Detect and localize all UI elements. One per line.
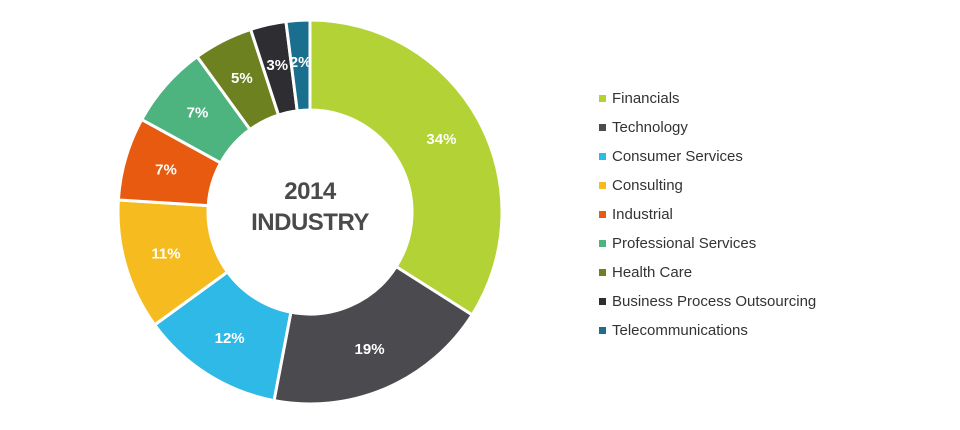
legend-swatch [599, 211, 606, 218]
legend-item-telecommunications: Telecommunications [599, 316, 816, 345]
slice-telecommunications [284, 18, 312, 113]
chart-legend: Financials Technology Consumer Services Con… [599, 84, 816, 345]
chart-center-title: 2014 INDUSTRY [210, 176, 410, 238]
slice-label-health-care: 5% [231, 70, 253, 87]
legend-item-financials: Financials [599, 84, 816, 113]
legend-label: Technology [612, 119, 688, 136]
slice-label-consulting: 11% [151, 245, 180, 262]
slice-label-telecommunications: 2% [290, 54, 312, 71]
legend-swatch [599, 95, 606, 102]
legend-item-industrial: Industrial [599, 200, 816, 229]
slice-label-business-process-outsourcing: 3% [266, 57, 288, 74]
chart-subtitle: INDUSTRY [251, 209, 369, 236]
legend-label: Financials [612, 90, 680, 107]
legend-label: Consumer Services [612, 148, 743, 165]
legend-item-consumer-services: Consumer Services [599, 142, 816, 171]
legend-label: Industrial [612, 206, 673, 223]
slice-label-technology: 19% [355, 341, 385, 358]
slice-technology [272, 264, 475, 406]
legend-swatch [599, 182, 606, 189]
legend-swatch [599, 153, 606, 160]
chart-title: 2014 [284, 178, 336, 205]
legend-swatch [599, 124, 606, 131]
donut-chart-svg: 34% 19% 12% 11% 7% 7% 5% 3% 2% [116, 18, 504, 406]
legend-item-professional-services: Professional Services [599, 229, 816, 258]
slice-label-industrial: 7% [155, 162, 177, 179]
legend-item-technology: Technology [599, 113, 816, 142]
slice-label-consumer-services: 12% [215, 330, 245, 347]
legend-label: Professional Services [612, 235, 757, 252]
legend-label: Telecommunications [612, 322, 748, 339]
legend-swatch [599, 327, 606, 334]
legend-swatch [599, 298, 606, 305]
legend-label: Consulting [612, 177, 683, 194]
slice-label-financials: 34% [426, 131, 456, 148]
legend-label: Health Care [612, 264, 693, 281]
legend-item-health-care: Health Care [599, 258, 816, 287]
legend-label: Business Process Outsourcing [612, 293, 817, 310]
legend-swatch [599, 269, 606, 276]
legend-item-consulting: Consulting [599, 171, 816, 200]
slice-financials [308, 18, 504, 317]
legend-item-business-process-outsourcing: Business Process Outsourcing [599, 287, 816, 316]
legend-swatch [599, 240, 606, 247]
slice-label-professional-services: 7% [187, 104, 209, 121]
